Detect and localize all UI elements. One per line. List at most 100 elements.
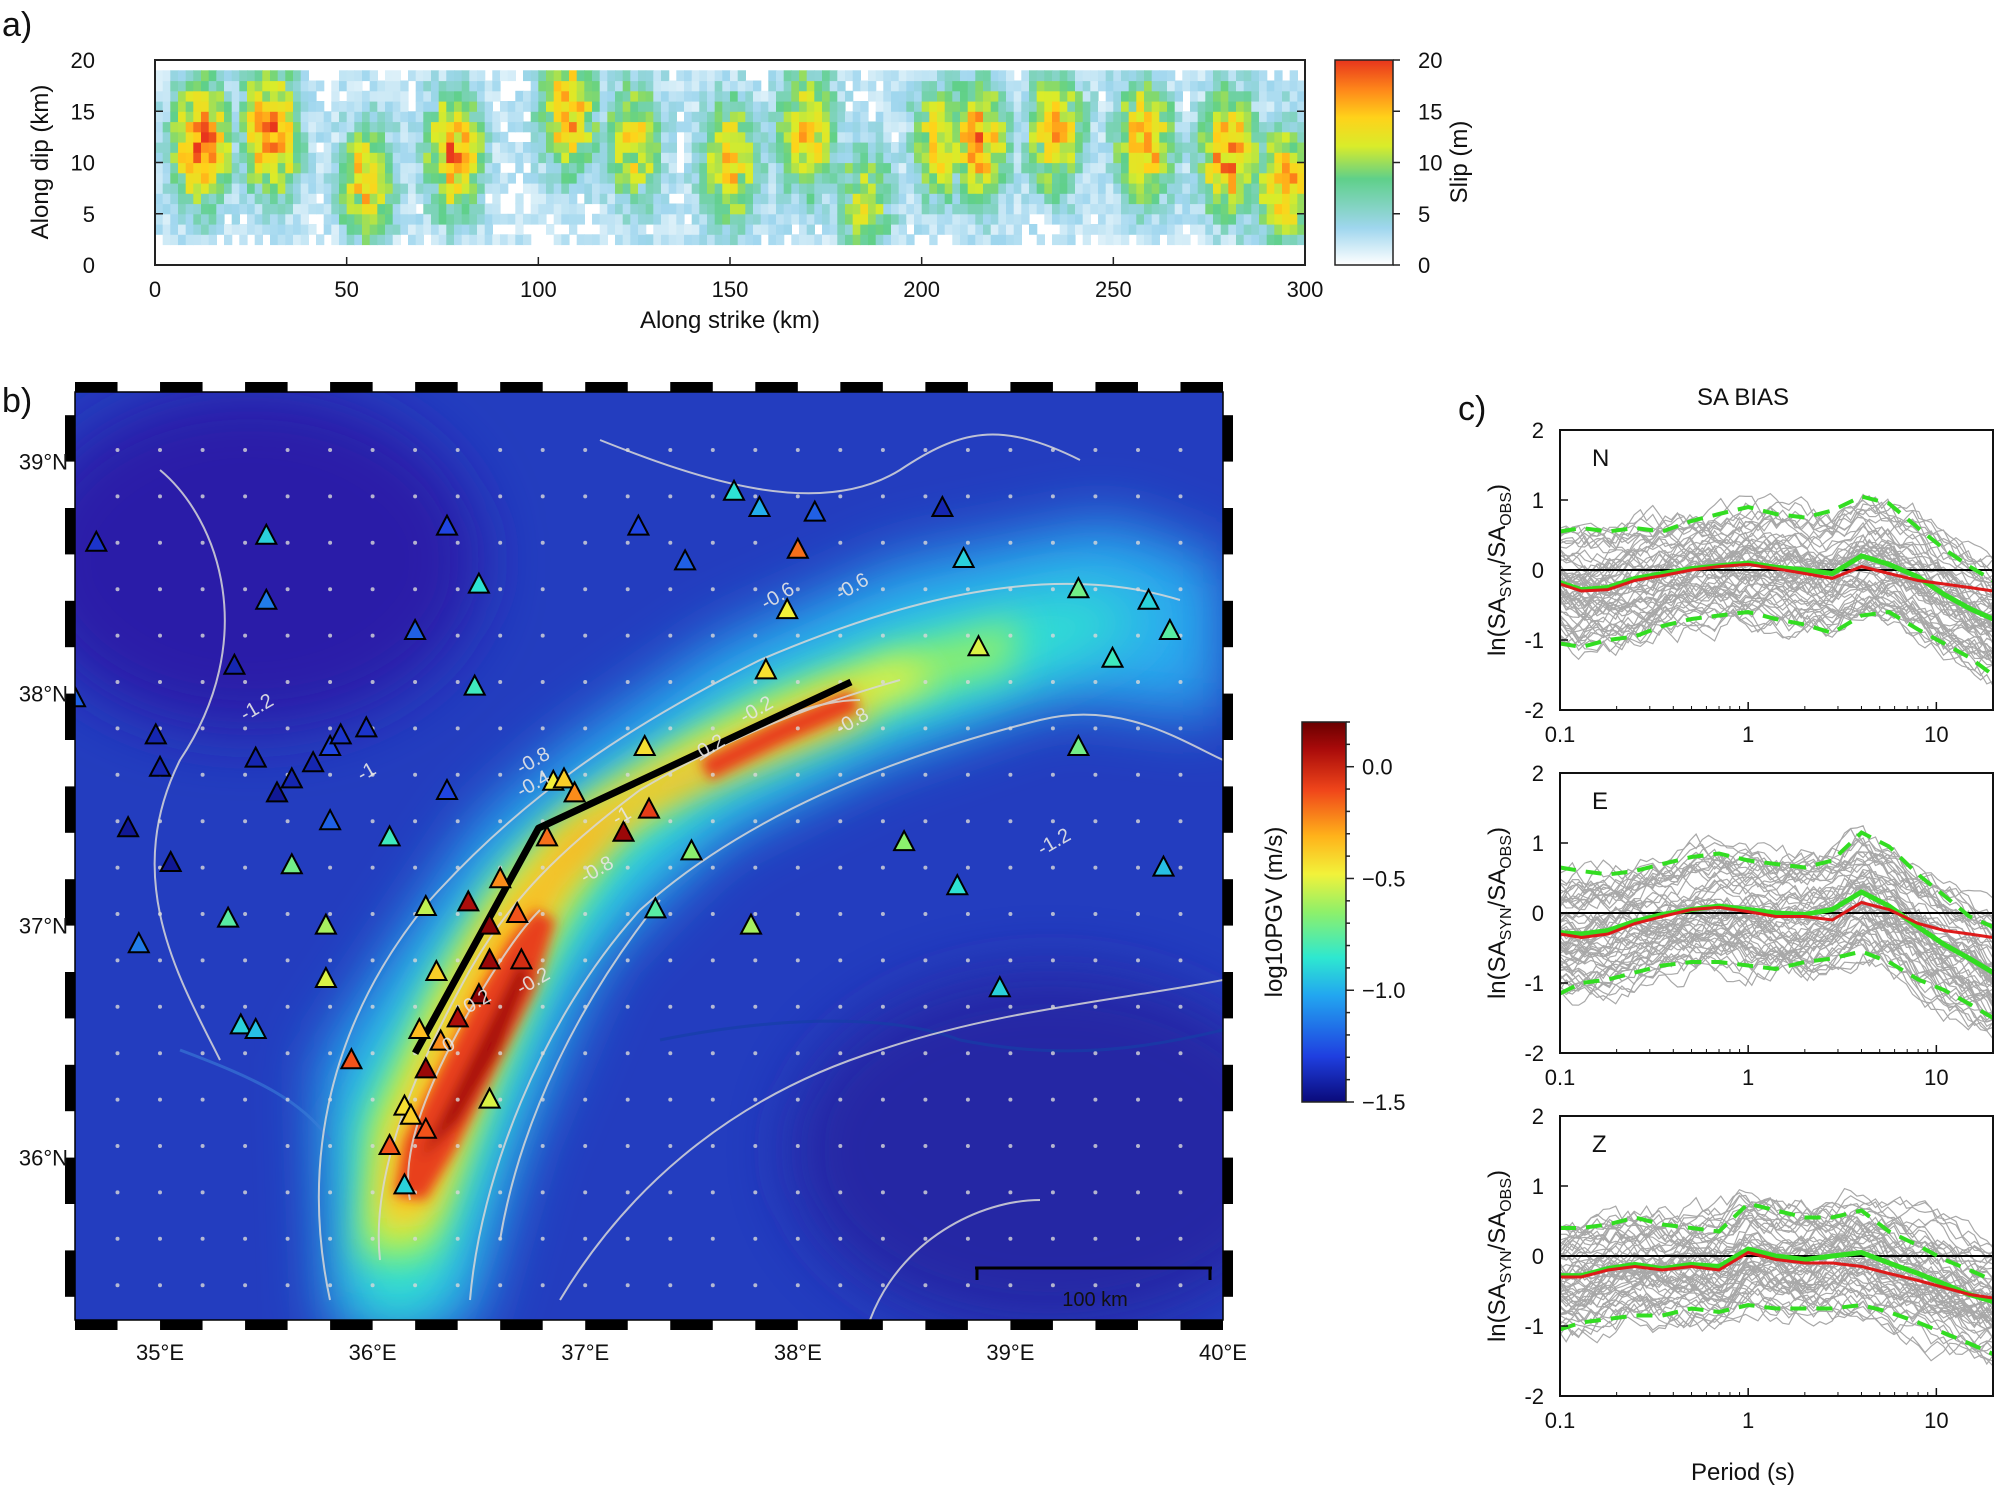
slip-cell — [270, 90, 279, 102]
slip-cell — [898, 131, 907, 143]
slip-cell — [1197, 80, 1206, 92]
slip-cell — [852, 224, 861, 235]
slip-cell — [377, 121, 386, 133]
slip-cell — [1151, 142, 1160, 153]
slip-cell — [1144, 213, 1153, 225]
slip-cell — [1044, 101, 1053, 112]
slip-cell — [661, 70, 670, 82]
slip-cell — [1159, 80, 1168, 92]
map-border-segment — [670, 382, 713, 392]
slip-cell — [707, 234, 716, 246]
station-bias-curve — [1559, 523, 1994, 598]
grid-point — [540, 680, 545, 684]
grid-point — [370, 448, 375, 452]
slip-cell — [1113, 162, 1122, 174]
slip-cell — [423, 80, 432, 92]
slip-cell — [185, 131, 194, 143]
grid-point — [328, 494, 333, 499]
slip-cell — [1259, 203, 1268, 215]
slip-cell — [1006, 224, 1015, 235]
slip-cell — [814, 90, 823, 102]
station-bias-curve — [1559, 882, 1994, 974]
grid-point — [880, 1283, 885, 1288]
slip-cell — [331, 80, 340, 92]
slip-cell — [454, 213, 463, 225]
grid-point — [540, 494, 545, 499]
grid-point — [158, 958, 162, 963]
slip-cell — [998, 70, 1007, 82]
slip-cell — [339, 203, 348, 215]
slip-cell — [952, 142, 961, 153]
slip-cell — [323, 193, 332, 205]
slip-cell — [1236, 111, 1245, 123]
slip-cell — [1052, 193, 1061, 205]
grid-point — [1136, 494, 1140, 499]
slip-cell — [1266, 80, 1275, 92]
slip-cell — [170, 193, 179, 205]
slip-cell — [277, 111, 286, 123]
grid-point — [455, 819, 460, 824]
slip-cell — [1167, 121, 1176, 133]
slip-cell — [814, 193, 823, 205]
slip-cell — [385, 80, 394, 92]
grid-point — [115, 633, 120, 638]
slip-cell — [1228, 224, 1237, 235]
grid-point — [583, 819, 588, 824]
grid-point — [838, 958, 843, 963]
slip-cell — [599, 131, 608, 143]
station-triangle — [509, 947, 534, 970]
slip-cell — [883, 80, 892, 92]
grid-point — [625, 865, 630, 870]
grid-point — [1178, 1097, 1183, 1102]
slip-cell — [1090, 172, 1099, 184]
grid-point — [1178, 494, 1183, 499]
station-bias-curve — [1559, 538, 1994, 611]
slip-cell — [201, 152, 210, 164]
slip-cell — [346, 152, 355, 164]
slip-cell — [262, 203, 271, 215]
slip-cell — [1082, 172, 1091, 184]
station-bias-curve — [1559, 1270, 1994, 1340]
slip-cell — [1113, 101, 1122, 112]
station-triangle — [446, 1005, 470, 1028]
mean-bias-red-line — [1559, 900, 1994, 940]
grid-point — [1178, 772, 1183, 777]
grid-point — [668, 1190, 673, 1195]
slip-cell — [607, 142, 616, 153]
slip-cell — [461, 224, 470, 235]
slip-cell — [1075, 90, 1084, 102]
slip-cell — [1174, 162, 1183, 174]
slip-cell — [377, 203, 386, 215]
slip-cell — [523, 234, 532, 246]
slip-cell — [1213, 234, 1222, 246]
slip-cell — [1213, 111, 1222, 123]
slip-cell — [1013, 80, 1022, 92]
slip-cell — [929, 70, 938, 82]
grid-point — [838, 633, 843, 638]
slip-cell — [714, 80, 723, 92]
slip-cell — [914, 224, 923, 235]
slip-cell — [653, 111, 662, 123]
slip-cell — [814, 152, 823, 164]
slip-cell — [837, 152, 846, 164]
grid-point — [795, 680, 800, 684]
slip-cell — [231, 142, 240, 153]
slip-cell — [768, 111, 777, 123]
label-part: ) — [1484, 1170, 1511, 1178]
slip-cell — [316, 131, 325, 143]
slip-cell — [1289, 111, 1298, 123]
grid-point — [413, 587, 418, 592]
slip-cell — [254, 142, 263, 153]
pgv-colorbar-tick-label: −0.5 — [1362, 866, 1405, 891]
slip-cell — [860, 213, 869, 225]
slip-cell — [1105, 162, 1114, 174]
slip-cell — [1136, 80, 1145, 92]
slip-cell — [753, 234, 762, 246]
station-bias-curve — [1559, 905, 1994, 1001]
station-triangle — [722, 478, 746, 501]
slip-cell — [868, 162, 877, 174]
grid-point — [880, 1097, 885, 1102]
slip-x-tick-label: 300 — [1287, 277, 1324, 302]
slip-cell — [1036, 234, 1045, 246]
slip-cell — [921, 101, 930, 112]
